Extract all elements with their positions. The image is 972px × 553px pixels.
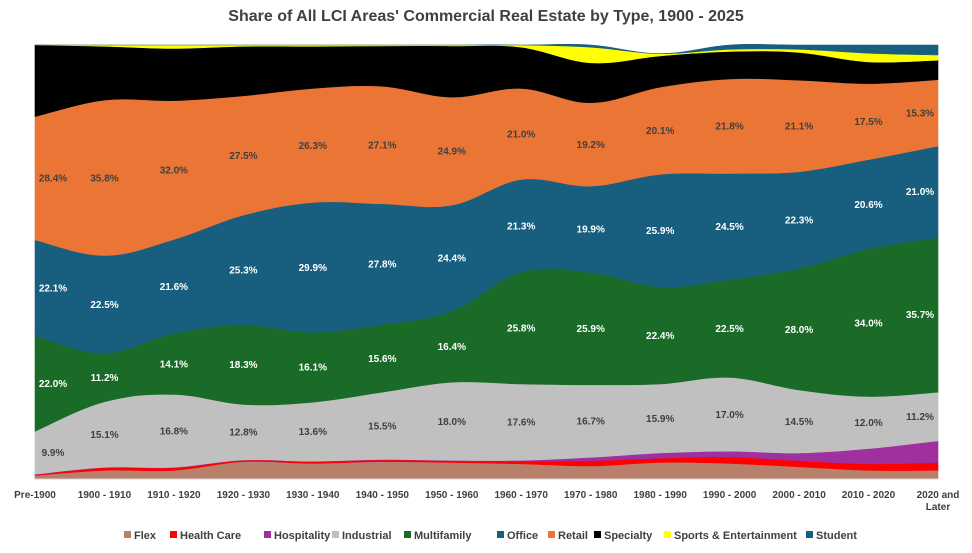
data-label-office: 20.6%: [854, 200, 882, 211]
data-label-industrial: 12.8%: [229, 428, 257, 439]
x-tick-label: 2010 - 2020: [842, 490, 896, 501]
data-label-office: 21.0%: [906, 187, 934, 198]
legend-swatch-health-care: [170, 531, 177, 538]
data-label-industrial: 12.0%: [854, 418, 882, 429]
legend-swatch-sports-and-entertainment: [664, 531, 671, 538]
x-tick-label: 1960 - 1970: [495, 490, 549, 501]
data-label-industrial: 17.0%: [715, 410, 743, 421]
legend-swatch-flex: [124, 531, 131, 538]
data-label-multifamily: 28.0%: [785, 325, 813, 336]
x-tick-label: 1980 - 1990: [634, 490, 688, 501]
x-tick-label: 1910 - 1920: [147, 490, 201, 501]
x-tick-label: 1990 - 2000: [703, 490, 757, 501]
data-label-office: 21.6%: [160, 282, 188, 293]
legend-label-multifamily: Multifamily: [414, 530, 472, 542]
x-tick-label: 2000 - 2010: [772, 490, 826, 501]
x-tick-label: 1930 - 1940: [286, 490, 340, 501]
data-label-retail: 35.8%: [90, 173, 118, 184]
data-label-industrial: 17.6%: [507, 418, 535, 429]
legend-swatch-specialty: [594, 531, 601, 538]
area-student: [35, 43, 939, 56]
data-label-retail: 26.3%: [299, 141, 327, 152]
legend-label-office: Office: [507, 530, 538, 542]
data-label-retail: 17.5%: [854, 117, 882, 128]
legend-swatch-retail: [548, 531, 555, 538]
data-label-multifamily: 22.4%: [646, 331, 674, 342]
data-label-multifamily: 25.9%: [577, 324, 605, 335]
legend-swatch-office: [497, 531, 504, 538]
legend-label-flex: Flex: [134, 530, 157, 542]
data-label-multifamily: 25.8%: [507, 324, 535, 335]
data-label-multifamily: 34.0%: [854, 318, 882, 329]
chart-title: Share of All LCI Areas' Commercial Real …: [228, 8, 744, 25]
data-label-office: 24.4%: [438, 254, 466, 265]
data-label-industrial: 13.6%: [299, 427, 327, 438]
legend-label-health-care: Health Care: [180, 530, 241, 542]
data-label-retail: 32.0%: [160, 166, 188, 177]
data-label-retail: 21.8%: [715, 122, 743, 133]
data-label-retail: 27.5%: [229, 151, 257, 162]
data-label-multifamily: 22.0%: [39, 379, 67, 390]
data-label-multifamily: 35.7%: [906, 310, 934, 321]
legend-swatch-student: [806, 531, 813, 538]
data-label-retail: 27.1%: [368, 141, 396, 152]
data-label-retail: 21.1%: [785, 121, 813, 132]
data-label-office: 27.8%: [368, 260, 396, 271]
legend-swatch-hospitality: [264, 531, 271, 538]
legend-swatch-industrial: [332, 531, 339, 538]
data-label-industrial: 16.7%: [577, 417, 605, 428]
data-label-office: 21.3%: [507, 221, 535, 232]
legend-label-specialty: Specialty: [604, 530, 653, 542]
data-label-industrial: 15.5%: [368, 421, 396, 432]
data-label-retail: 21.0%: [507, 130, 535, 141]
data-label-industrial: 16.8%: [160, 426, 188, 437]
data-label-multifamily: 15.6%: [368, 354, 396, 365]
data-label-retail: 28.4%: [39, 174, 67, 185]
x-tick-label: 1970 - 1980: [564, 490, 618, 501]
data-label-multifamily: 16.1%: [299, 363, 327, 374]
data-label-office: 29.9%: [299, 263, 327, 274]
x-tick-label: 1900 - 1910: [78, 490, 132, 501]
data-label-industrial: 15.9%: [646, 414, 674, 425]
data-label-office: 25.9%: [646, 226, 674, 237]
legend-label-student: Student: [816, 530, 857, 542]
data-label-multifamily: 18.3%: [229, 360, 257, 371]
data-label-industrial: 15.1%: [90, 430, 118, 441]
x-tick-label: Pre-1900: [14, 490, 56, 501]
data-label-retail: 24.9%: [438, 147, 466, 158]
data-label-industrial: 18.0%: [438, 417, 466, 428]
data-label-industrial: 9.9%: [42, 448, 65, 459]
data-label-office: 22.3%: [785, 216, 813, 227]
legend-swatch-multifamily: [404, 531, 411, 538]
data-label-multifamily: 14.1%: [160, 359, 188, 370]
legend-label-sports-and-entertainment: Sports & Entertainment: [674, 530, 797, 542]
legend-label-industrial: Industrial: [342, 530, 392, 542]
data-label-retail: 19.2%: [577, 140, 605, 151]
data-label-retail: 20.1%: [646, 126, 674, 137]
data-label-multifamily: 11.2%: [91, 373, 119, 384]
data-label-industrial: 14.5%: [785, 417, 813, 428]
x-tick-label: 1920 - 1930: [217, 490, 271, 501]
x-tick-label: 2020 and Later: [917, 490, 960, 513]
data-label-industrial: 11.2%: [906, 412, 934, 423]
data-label-office: 22.5%: [90, 300, 118, 311]
data-label-office: 22.1%: [39, 283, 67, 294]
legend-label-retail: Retail: [558, 530, 588, 542]
data-label-office: 24.5%: [715, 222, 743, 233]
data-label-retail: 15.3%: [906, 108, 934, 119]
x-tick-label: 1940 - 1950: [356, 490, 410, 501]
data-label-multifamily: 16.4%: [438, 342, 466, 353]
x-tick-label: 1950 - 1960: [425, 490, 479, 501]
data-label-multifamily: 22.5%: [715, 324, 743, 335]
data-label-office: 19.9%: [577, 225, 605, 236]
legend-label-hospitality: Hospitality: [274, 530, 331, 542]
data-label-office: 25.3%: [229, 266, 257, 277]
